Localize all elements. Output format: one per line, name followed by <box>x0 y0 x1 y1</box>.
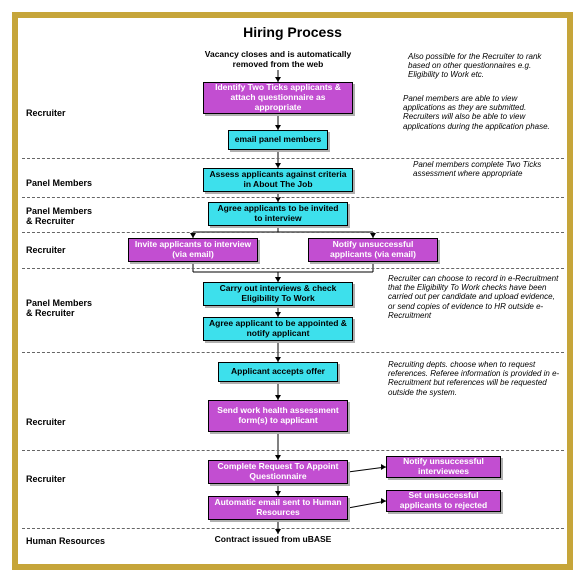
diagram-canvas: Recruiter Panel Members Panel Members& Rec… <box>18 42 567 562</box>
role-label: Human Resources <box>26 536 116 546</box>
lane-divider <box>22 528 564 529</box>
role-label: Recruiter <box>26 108 116 118</box>
diagram-title: Hiring Process <box>18 18 567 42</box>
diagram-frame: Hiring Process Recruiter Panel Members Pan… <box>12 12 573 570</box>
lane-divider <box>22 232 564 233</box>
flow-box: Agree applicants to be invited to interv… <box>208 202 348 226</box>
side-note: Panel members are able to view applicati… <box>403 94 561 131</box>
flow-box: Notify unsuccessful interviewees <box>386 456 501 478</box>
plain-text: Contract issued from uBASE <box>193 535 353 545</box>
flow-box: Invite applicants to interview (via emai… <box>128 238 258 262</box>
role-label: Recruiter <box>26 474 116 484</box>
role-label: Recruiter <box>26 417 116 427</box>
side-note: Recruiting depts. choose when to request… <box>388 360 563 397</box>
role-label: Recruiter <box>26 245 116 255</box>
lane-divider <box>22 197 564 198</box>
flow-box: Complete Request To Appoint Questionnair… <box>208 460 348 484</box>
flow-box: Automatic email sent to Human Resources <box>208 496 348 520</box>
lane-divider <box>22 268 564 269</box>
side-note: Recruiter can choose to record in e-Recr… <box>388 274 563 320</box>
side-note: Also possible for the Recruiter to rank … <box>408 52 558 80</box>
plain-text: Vacancy closes and is automaticallyremov… <box>188 50 368 70</box>
lane-divider <box>22 158 564 159</box>
flow-box: Applicant accepts offer <box>218 362 338 382</box>
flow-box: Set unsuccessful applicants to rejected <box>386 490 501 512</box>
flow-box: Send work health assessment form(s) to a… <box>208 400 348 432</box>
flow-box: Notify unsuccessful applicants (via emai… <box>308 238 438 262</box>
role-label: Panel Members& Recruiter <box>26 298 116 319</box>
flow-box: Assess applicants against criteria in Ab… <box>203 168 353 192</box>
flow-box: Identify Two Ticks applicants & attach q… <box>203 82 353 114</box>
flow-box: Carry out interviews & check Eligibility… <box>203 282 353 306</box>
role-label: Panel Members& Recruiter <box>26 206 116 227</box>
lane-divider <box>22 352 564 353</box>
side-note: Panel members complete Two Ticks assessm… <box>413 160 561 178</box>
flow-box: Agree applicant to be appointed & notify… <box>203 317 353 341</box>
flow-box: email panel members <box>228 130 328 150</box>
role-label: Panel Members <box>26 178 116 188</box>
lane-divider <box>22 450 564 451</box>
